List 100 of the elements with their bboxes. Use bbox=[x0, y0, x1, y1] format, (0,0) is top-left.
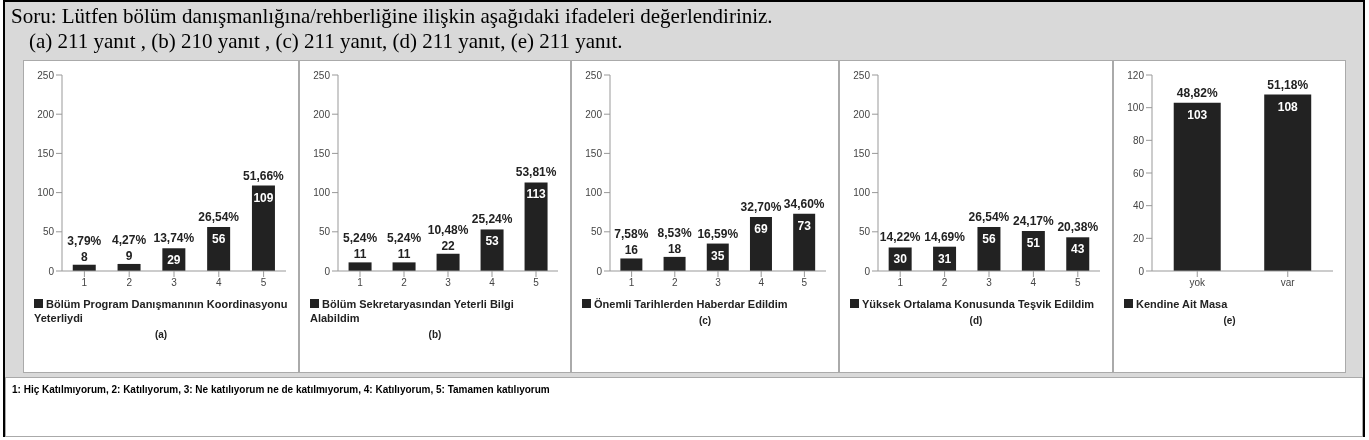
text: 32,70% bbox=[740, 199, 782, 214]
y-tick-label: 40 bbox=[1132, 200, 1145, 212]
y-tick-label: 150 bbox=[853, 147, 871, 159]
text: 48,82% bbox=[1176, 85, 1218, 100]
text: 5,24% bbox=[343, 231, 378, 246]
y-tick-label: 80 bbox=[1132, 134, 1145, 146]
x-tick-label: 3 bbox=[171, 277, 178, 289]
data-label: 53 bbox=[485, 234, 500, 249]
x-tick-label: 1 bbox=[81, 277, 88, 289]
y-tick-label: 120 bbox=[1127, 69, 1145, 81]
y-tick-label: 100 bbox=[313, 187, 331, 199]
y-tick-label: 100 bbox=[585, 187, 603, 199]
y-tick-label: 0 bbox=[1138, 265, 1145, 277]
x-axis-title: (c) bbox=[697, 315, 713, 326]
legend-label: Kendine Ait Masa bbox=[1135, 297, 1229, 311]
data-label: 56 bbox=[211, 232, 226, 247]
y-tick-label: 150 bbox=[37, 147, 55, 159]
x-tick-label: 5 bbox=[801, 277, 808, 289]
legend-label: Bölüm Sekretaryasından Yeterli Bilgi Alabildim bbox=[310, 297, 515, 325]
bar bbox=[251, 185, 275, 271]
text: Soru: Lütfen bölüm danışmanlığına/rehberliğine ilişkin aşağıdaki ifadeleri değerlendiriniz. bbox=[11, 4, 774, 29]
text: 24,17% bbox=[1013, 214, 1054, 229]
text: 14,22% bbox=[879, 230, 921, 245]
text: 25,24% bbox=[471, 212, 513, 227]
bar bbox=[392, 262, 416, 271]
bar bbox=[348, 262, 372, 271]
x-axis-title: (b) bbox=[427, 329, 443, 340]
y-tick-label: 250 bbox=[585, 69, 603, 81]
text: 4,27% bbox=[112, 232, 147, 247]
x-tick-label: 1 bbox=[357, 277, 364, 289]
bar bbox=[620, 258, 643, 271]
text: 34,60% bbox=[783, 196, 825, 211]
data-label: 109 bbox=[253, 190, 274, 205]
data-label: 43 bbox=[1071, 242, 1085, 257]
data-label: 56 bbox=[982, 232, 996, 247]
data-label: 16 bbox=[624, 243, 639, 258]
y-tick-label: 0 bbox=[324, 265, 331, 277]
x-tick-label: 3 bbox=[445, 277, 452, 289]
text: 8,53% bbox=[657, 225, 692, 240]
text: 26,54% bbox=[968, 210, 1010, 225]
x-tick-label: 4 bbox=[216, 277, 223, 289]
legend-label: Önemli Tarihlerden Haberdar Edildim bbox=[593, 297, 789, 311]
x-tick-label: 4 bbox=[758, 277, 765, 289]
data-label: 31 bbox=[937, 251, 952, 266]
y-tick-label: 0 bbox=[596, 265, 603, 277]
bar bbox=[663, 256, 686, 271]
text: 10,48% bbox=[427, 222, 469, 237]
data-label: 9 bbox=[125, 248, 133, 263]
data-label: 30 bbox=[893, 252, 908, 267]
x-tick-label: 2 bbox=[401, 277, 408, 289]
x-axis-title: (d) bbox=[968, 315, 984, 326]
text: 20,38% bbox=[1057, 220, 1099, 235]
text: 51,18% bbox=[1267, 77, 1309, 92]
data-label: 18 bbox=[667, 241, 682, 256]
text: 13,74% bbox=[153, 231, 195, 246]
x-axis-title: (a) bbox=[153, 329, 169, 340]
data-label: 11 bbox=[353, 247, 367, 262]
x-tick-label: 2 bbox=[126, 277, 133, 289]
bar bbox=[524, 182, 548, 271]
x-tick-label: 3 bbox=[986, 277, 993, 289]
bar bbox=[436, 253, 460, 271]
data-label: 113 bbox=[526, 187, 547, 202]
y-tick-label: 100 bbox=[1127, 102, 1145, 114]
text: 53,81% bbox=[515, 165, 557, 180]
text: 5,24% bbox=[387, 231, 422, 246]
y-tick-label: 200 bbox=[585, 108, 603, 120]
y-tick-label: 50 bbox=[590, 226, 603, 238]
x-tick-label: 2 bbox=[941, 277, 948, 289]
x-tick-label: 2 bbox=[672, 277, 679, 289]
y-tick-label: 250 bbox=[853, 69, 871, 81]
data-label: 108 bbox=[1277, 99, 1299, 114]
data-label: 69 bbox=[754, 221, 768, 236]
data-label: 8 bbox=[80, 249, 88, 264]
y-tick-label: 200 bbox=[853, 108, 871, 120]
data-label: 22 bbox=[441, 238, 456, 253]
x-tick-label: 5 bbox=[1075, 277, 1082, 289]
text: (a) 211 yanıt , (b) 210 yanıt , (c) 211 yanıt, (d) 211 yanıt, (e) 211 yanıt. bbox=[28, 29, 624, 54]
y-tick-label: 100 bbox=[37, 187, 55, 199]
data-label: 11 bbox=[397, 247, 411, 262]
legend-label: Bölüm Program Danışmanının Koordinasyonu Yeterliydi bbox=[34, 297, 289, 325]
x-tick-label: yok bbox=[1189, 277, 1207, 289]
data-label: 51 bbox=[1026, 236, 1041, 251]
text: 51,66% bbox=[243, 168, 284, 183]
y-tick-label: 250 bbox=[37, 69, 55, 81]
y-tick-label: 100 bbox=[853, 187, 871, 199]
data-label: 73 bbox=[797, 218, 812, 233]
x-tick-label: var bbox=[1280, 277, 1296, 289]
x-tick-label: 4 bbox=[489, 277, 496, 289]
y-tick-label: 20 bbox=[1132, 232, 1145, 244]
y-tick-label: 50 bbox=[858, 226, 871, 238]
text: 14,69% bbox=[924, 229, 965, 244]
y-tick-label: 150 bbox=[313, 147, 331, 159]
y-tick-label: 200 bbox=[313, 108, 331, 120]
y-tick-label: 50 bbox=[318, 226, 331, 238]
y-tick-label: 0 bbox=[864, 265, 871, 277]
x-tick-label: 4 bbox=[1030, 277, 1037, 289]
x-tick-label: 3 bbox=[715, 277, 722, 289]
x-tick-label: 1 bbox=[628, 277, 635, 289]
y-tick-label: 50 bbox=[42, 226, 55, 238]
data-label: 29 bbox=[167, 253, 181, 268]
